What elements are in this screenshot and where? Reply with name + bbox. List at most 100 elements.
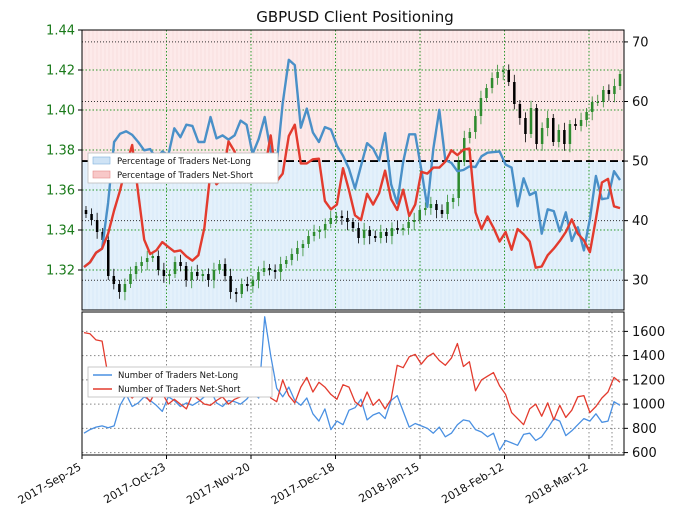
left-tick-label: 1.42 (46, 64, 75, 79)
price-candle (257, 266, 260, 289)
price-candle (546, 110, 549, 137)
price-candle (568, 120, 572, 153)
price-candle (346, 210, 349, 231)
price-candle (618, 70, 622, 90)
price-candle (596, 94, 600, 106)
price-candle (173, 256, 177, 278)
price-candle (457, 156, 460, 207)
price-candle (496, 64, 499, 85)
price-candle (379, 224, 383, 244)
price-candle (290, 248, 294, 266)
series-line-count-short (83, 331, 621, 426)
price-candle (435, 200, 438, 219)
price-candle (129, 266, 132, 288)
right-tick-label: 60 (632, 95, 649, 110)
price-candle (368, 226, 371, 245)
price-candle (390, 222, 394, 245)
price-candle (362, 222, 366, 245)
price-candle (529, 100, 533, 138)
price-candle (607, 84, 611, 101)
left-tick-label: 1.34 (46, 224, 75, 239)
price-candle (474, 110, 477, 139)
legend-label-count-long: Number of Traders Net-Long (118, 371, 238, 381)
price-candle (557, 124, 561, 148)
bottom-right-axis-ticks: 1600 1400 1200 1000 800 600 (624, 325, 665, 461)
price-candle (407, 216, 410, 235)
price-candle (335, 212, 338, 224)
price-candle (118, 280, 121, 299)
bottom-frame (81, 311, 625, 456)
price-candle (351, 218, 355, 232)
chart-title: GBPUSD Client Positioning (256, 8, 454, 26)
legend-label-net-short: Percentage of Traders Net-Short (117, 171, 254, 181)
price-candle (518, 100, 522, 125)
x-tick-label: 2018-Jan-15 (357, 460, 422, 505)
price-candle (201, 270, 205, 282)
price-candle (190, 266, 193, 289)
bottom-right-tick-label: 600 (632, 446, 657, 461)
price-candle (340, 210, 344, 225)
top-legend: Percentage of Traders Net-Long Percentag… (87, 152, 279, 184)
right-tick-label: 50 (632, 155, 649, 170)
price-candle (479, 90, 483, 125)
price-candle (318, 226, 321, 239)
price-candle (134, 262, 138, 280)
legend-swatch-net-short (92, 170, 111, 179)
price-candle (501, 66, 505, 81)
price-candle (112, 268, 116, 290)
price-candle (240, 278, 244, 298)
price-candle (468, 128, 472, 144)
price-candle (234, 288, 238, 303)
price-candle (585, 108, 588, 127)
price-candle (262, 260, 266, 276)
price-candle (329, 210, 333, 228)
price-candle (229, 268, 232, 299)
price-candle (490, 72, 494, 94)
left-tick-label: 1.40 (46, 104, 75, 119)
price-candle (429, 196, 433, 215)
left-tick-label: 1.44 (46, 24, 75, 39)
x-tick-label: 2017-Nov-20 (184, 460, 252, 507)
price-candle (323, 218, 327, 239)
price-candle (524, 112, 527, 143)
price-candle (396, 220, 399, 234)
bottom-panel: 1600 1400 1200 1000 800 600 Number of Traders… (81, 311, 665, 461)
x-tick-label: 2017-Sep-25 (16, 460, 84, 507)
price-candle (574, 118, 577, 130)
legend-swatch-net-long (92, 156, 111, 165)
price-candle (440, 204, 444, 218)
price-candle (157, 250, 160, 276)
price-candle (513, 74, 516, 110)
bottom-right-tick-label: 1600 (632, 325, 665, 340)
price-candles (84, 64, 622, 303)
price-candle (357, 222, 360, 244)
right-tick-label: 30 (632, 274, 649, 289)
price-candle (373, 230, 377, 242)
price-candle (95, 212, 99, 239)
price-candle (251, 276, 255, 293)
price-candle (223, 258, 227, 282)
series-line-net-long (83, 58, 621, 269)
left-tick-label: 1.32 (46, 264, 75, 279)
price-candle (279, 256, 282, 281)
price-candle (179, 254, 182, 272)
price-candle (540, 122, 544, 151)
bottom-legend: Number of Traders Net-Long Number of Tra… (87, 366, 273, 398)
top-panel: 1.441.421.401.381.361.341.32 7060504030 … (46, 24, 649, 311)
price-candle (579, 112, 583, 132)
price-candle (385, 228, 388, 243)
price-candle (162, 262, 166, 283)
right-axis-ticks: 70 60 50 40 30 (624, 35, 649, 289)
bottom-right-tick-label: 1400 (632, 349, 665, 364)
price-candle (140, 256, 143, 273)
price-candle (246, 276, 249, 292)
price-candle (301, 240, 305, 257)
series-line-net-short (83, 123, 621, 269)
price-candle (123, 278, 127, 301)
price-candle (451, 194, 455, 209)
price-candle (312, 224, 316, 242)
price-candle (590, 96, 594, 121)
price-candle (273, 264, 277, 279)
